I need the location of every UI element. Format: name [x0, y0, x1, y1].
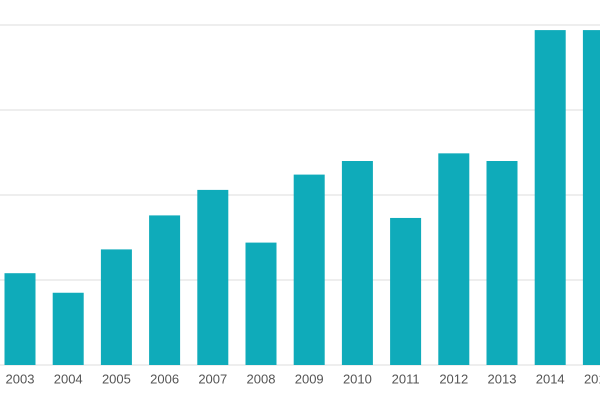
bar [52, 292, 84, 365]
x-tick-label: 2003 [6, 371, 35, 386]
bar [534, 30, 566, 365]
bar [486, 161, 518, 365]
x-tick-label: 2004 [54, 371, 83, 386]
bar [341, 161, 373, 365]
bar [100, 249, 132, 365]
bar [149, 215, 181, 365]
bar [582, 30, 600, 365]
x-tick-label: 2006 [150, 371, 179, 386]
x-tick-label: 2014 [536, 371, 565, 386]
bar [438, 153, 470, 365]
bar [293, 174, 325, 365]
bar [197, 189, 229, 365]
x-tick-label: 2007 [198, 371, 227, 386]
bar [390, 217, 422, 365]
x-tick-label: 2010 [343, 371, 372, 386]
x-tick-label: 2013 [488, 371, 517, 386]
bar [4, 273, 36, 365]
bar [245, 242, 277, 365]
x-tick-label: 2005 [102, 371, 131, 386]
x-tick-label: 2009 [295, 371, 324, 386]
x-tick-label: 2011 [392, 371, 420, 386]
x-tick-label: 2008 [247, 371, 276, 386]
x-tick-label: 2015 [584, 371, 600, 386]
x-tick-label: 2012 [439, 371, 468, 386]
